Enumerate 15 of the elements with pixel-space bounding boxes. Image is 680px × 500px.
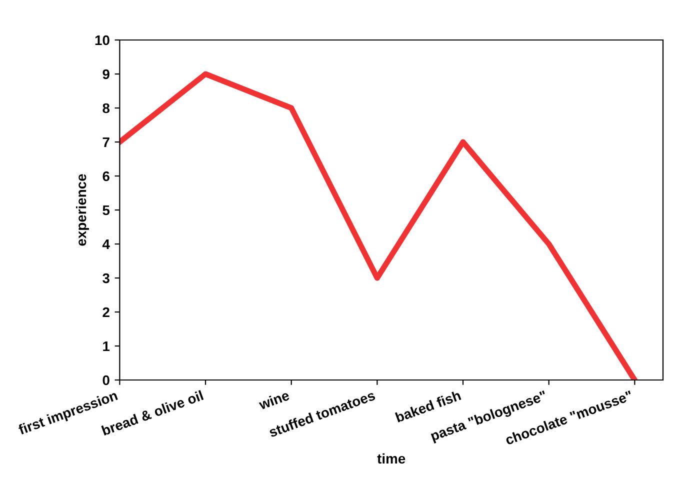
- y-tick-label: 0: [102, 375, 110, 386]
- x-axis-title: time: [377, 453, 406, 464]
- x-tick-label: baked fish: [394, 390, 462, 422]
- y-tick-label: 6: [102, 171, 110, 182]
- y-tick-label: 1: [103, 341, 110, 352]
- y-tick-label: 2: [102, 307, 110, 318]
- y-axis-title: experience: [76, 174, 89, 246]
- y-tick-label: 3: [102, 273, 110, 284]
- x-tick-label: wine: [258, 390, 290, 410]
- y-tick-label: 4: [102, 239, 110, 250]
- y-tick-label: 7: [102, 137, 110, 148]
- y-tick-label: 8: [102, 103, 110, 114]
- y-tick-label: 9: [102, 69, 110, 80]
- y-tick-label: 10: [95, 35, 110, 46]
- y-tick-label: 5: [102, 205, 110, 216]
